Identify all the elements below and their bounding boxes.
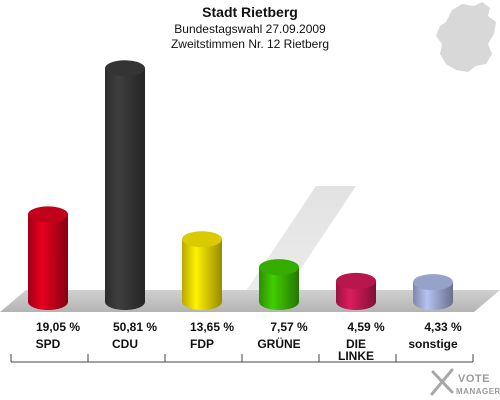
watermark-line-2: MANAGER	[456, 387, 500, 396]
value-label: 19,05 %	[36, 320, 80, 334]
bar-top	[259, 259, 299, 276]
value-label: 4,59 %	[347, 320, 385, 334]
bar-body	[182, 239, 222, 310]
value-label: 4,33 %	[424, 320, 462, 334]
category-label: SPD	[36, 337, 61, 351]
bar-2	[105, 60, 145, 310]
ballot-x-icon	[430, 368, 454, 396]
germany-map-icon	[436, 2, 496, 72]
category-label: sonstige	[408, 337, 458, 351]
category-label: GRÜNE	[257, 336, 300, 351]
bar-body	[259, 267, 299, 310]
bar-6	[413, 274, 453, 310]
watermark-line-1: VOTE	[458, 373, 490, 385]
value-labels-group: 19,05 % 50,81 % 13,65 % 7,57 % 4,59 % 4,33 %	[36, 320, 462, 334]
category-axis	[10, 354, 474, 363]
bar-top	[105, 60, 145, 77]
bar-body	[413, 282, 453, 310]
bar-top	[413, 274, 453, 291]
category-label: LINKE	[338, 349, 374, 363]
bar-1	[28, 206, 68, 310]
bars-group	[28, 60, 453, 310]
value-label: 13,65 %	[190, 320, 234, 334]
category-label: CDU	[112, 337, 138, 351]
category-label: FDP	[190, 337, 214, 351]
bar-3	[182, 231, 222, 310]
bar-5	[336, 272, 376, 310]
chart-subtitle-line-1: Bundestagswahl 27.09.2009	[174, 22, 326, 36]
chart-title: Stadt Rietberg	[202, 4, 298, 20]
bar-body	[336, 280, 376, 310]
value-label: 50,81 %	[113, 320, 157, 334]
chart-subtitle-line-2: Zweitstimmen Nr. 12 Rietberg	[171, 37, 329, 51]
bar-top	[182, 231, 222, 248]
bar-body	[28, 214, 68, 310]
bar-top	[28, 206, 68, 223]
bar-body	[105, 68, 145, 310]
vote-manager-logo: VOTE MANAGER	[430, 368, 500, 396]
category-label: DIE	[346, 337, 366, 351]
bar-top	[336, 272, 376, 289]
value-label: 7,57 %	[270, 320, 308, 334]
bar-4	[259, 259, 299, 310]
